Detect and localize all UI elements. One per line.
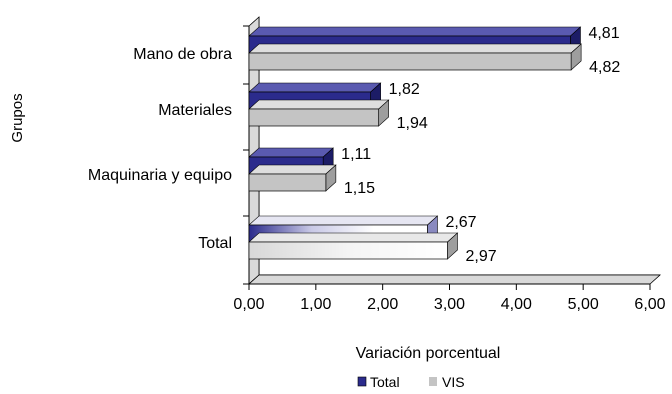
bar-top-face [248,82,382,93]
bar-vis-mano-de-obra [248,43,582,71]
legend-label-vis: VIS [442,374,465,390]
bar-top-face [248,99,390,110]
bar-front-face [248,108,380,127]
x-tick-label: 2,00 [367,296,398,313]
bar-front-face [248,173,327,192]
data-label-total-materiales: 1,82 [389,81,420,98]
bars-layer [248,26,582,260]
data-label-total-total: 2,67 [445,214,476,231]
x-ticks-layer: 0,00 1,00 2,00 3,00 4,00 5,00 6,00 [233,284,666,313]
bar-front-face [248,52,572,71]
category-label-maquinaria-y-equipo: Maquinaria y equipo [88,167,232,184]
bar-top-face [248,43,582,54]
floor [247,274,662,285]
bar-vis-materiales [248,99,390,127]
data-label-total-mano-de-obra: 4,81 [588,25,619,42]
bar-top-face [248,164,337,175]
bar-top-face [248,232,459,243]
data-label-vis-maquinaria-y-equipo: 1,15 [344,180,375,197]
bar-top-face [248,26,582,37]
bar-front-face [248,241,448,260]
data-label-total-maquinaria-y-equipo: 1,11 [341,146,371,163]
bar-vis-total [248,232,459,260]
plot-frame [243,16,662,285]
legend-swatch-total [357,376,367,387]
category-label-mano-de-obra: Mano de obra [133,46,232,63]
bar-top-face [248,147,334,158]
legend-swatch-vis [429,377,437,386]
bar-top-face [248,215,439,226]
legend: Total VIS [357,374,465,390]
bar-vis-maquinaria-y-equipo [248,164,337,192]
x-tick-label: 1,00 [300,296,331,313]
x-tick-label: 5,00 [568,296,599,313]
value-labels-layer: 4,81 4,82 1,82 1,94 1,11 1,15 2,67 2,97 [341,25,620,265]
x-tick-label: 3,00 [434,296,465,313]
x-tick-label: 4,00 [501,296,532,313]
x-axis-title: Variación porcentual [356,345,501,362]
data-label-vis-materiales: 1,94 [397,115,428,132]
y-axis-title: Grupos [9,93,26,142]
legend-label-total: Total [370,374,400,390]
category-label-materiales: Materiales [158,102,232,119]
x-tick-label: 0,00 [233,296,264,313]
x-tick-label: 6,00 [634,296,665,313]
category-label-total: Total [198,235,232,252]
data-label-vis-total: 2,97 [465,248,496,265]
category-labels-layer: Mano de obra Materiales Maquinaria y equip… [88,46,232,252]
data-label-vis-mano-de-obra: 4,82 [589,59,620,76]
